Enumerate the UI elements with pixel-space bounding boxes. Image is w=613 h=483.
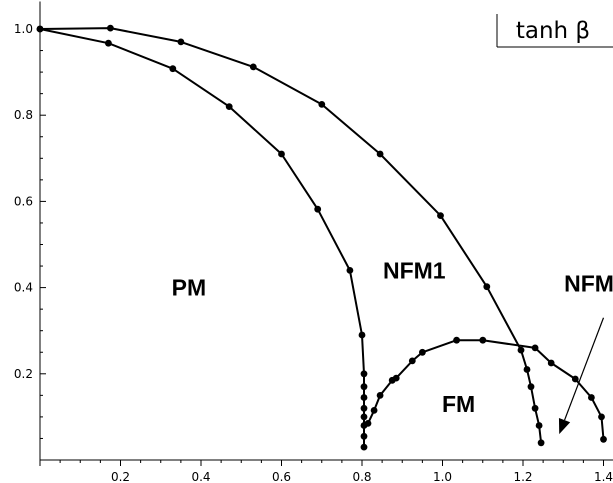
data-point: [479, 336, 487, 344]
data-point: [225, 103, 233, 110]
data-point: [571, 375, 579, 383]
data-point: [107, 24, 114, 32]
data-point: [527, 383, 535, 391]
data-point: [360, 394, 368, 401]
axes: 0.2 0.4 0.6 0.8 1.0 1.2 1.4 0.2 0.4 0.6 0.8 1.0: [14, 1, 613, 483]
data-point: [36, 25, 44, 33]
data-point: [392, 374, 400, 382]
boundary-curve-2: [39, 27, 543, 443]
data-point: [360, 383, 368, 391]
data-point: [531, 344, 539, 352]
data-point: [278, 150, 285, 158]
y-tick-label: 1.0: [14, 22, 33, 36]
x-tick-label: 1.2: [513, 470, 532, 483]
data-point: [364, 420, 372, 427]
data-point: [517, 346, 525, 354]
boundary-curve-3: [367, 339, 605, 440]
data-point: [360, 413, 368, 421]
arrow-shaft: [563, 317, 605, 421]
data-point: [376, 392, 384, 399]
data-point: [360, 443, 368, 451]
data-point: [531, 404, 539, 412]
data-point: [483, 283, 491, 291]
data-point: [547, 359, 555, 367]
phase-boundary-curves: [39, 27, 605, 448]
data-point: [600, 435, 607, 443]
region-label-nfm1: NFM1: [383, 257, 446, 283]
data-point: [588, 394, 595, 401]
data-point: [169, 65, 177, 73]
region-label-pm: PM: [172, 275, 207, 301]
x-tick-label: 1.4: [594, 470, 613, 483]
region-label-nfm2: NFM2: [564, 270, 613, 296]
data-point: [537, 439, 545, 447]
data-points: [36, 24, 607, 451]
y-tick-label: 0.4: [14, 281, 33, 295]
data-point: [318, 101, 326, 108]
data-point: [376, 150, 384, 158]
region-label-fm: FM: [442, 391, 475, 417]
x-tick-label: 0.2: [111, 470, 130, 483]
data-point: [360, 432, 368, 440]
y-tick-label: 0.6: [14, 194, 33, 208]
data-point: [419, 348, 426, 356]
data-point: [314, 205, 322, 213]
data-point: [453, 336, 460, 344]
data-point: [177, 38, 185, 46]
data-point: [437, 212, 444, 220]
data-point: [598, 413, 605, 421]
data-point: [249, 63, 257, 71]
data-point: [523, 366, 531, 373]
data-point: [360, 370, 368, 378]
data-point: [370, 407, 378, 414]
region-labels: PM NFM1 NFM2 FM: [172, 257, 613, 417]
data-point: [358, 331, 366, 339]
y-tick-label: 0.2: [14, 367, 33, 381]
arrow-head: [558, 417, 571, 435]
y-axis-label-box: tanh β: [496, 14, 613, 48]
x-tick-label: 0.6: [272, 470, 291, 483]
x-tick-label: 0.8: [352, 470, 371, 483]
data-point: [346, 267, 354, 274]
data-point: [408, 357, 416, 365]
nfm2-arrow: [558, 317, 605, 435]
y-axis-label: tanh β: [516, 18, 590, 44]
x-tick-label: 0.4: [191, 470, 210, 483]
boundary-curve-1: [39, 28, 365, 448]
x-tick-label: 1.0: [433, 470, 452, 483]
data-point: [105, 39, 112, 47]
data-point: [360, 404, 368, 412]
y-tick-label: 0.8: [14, 108, 33, 122]
data-point: [535, 422, 543, 429]
